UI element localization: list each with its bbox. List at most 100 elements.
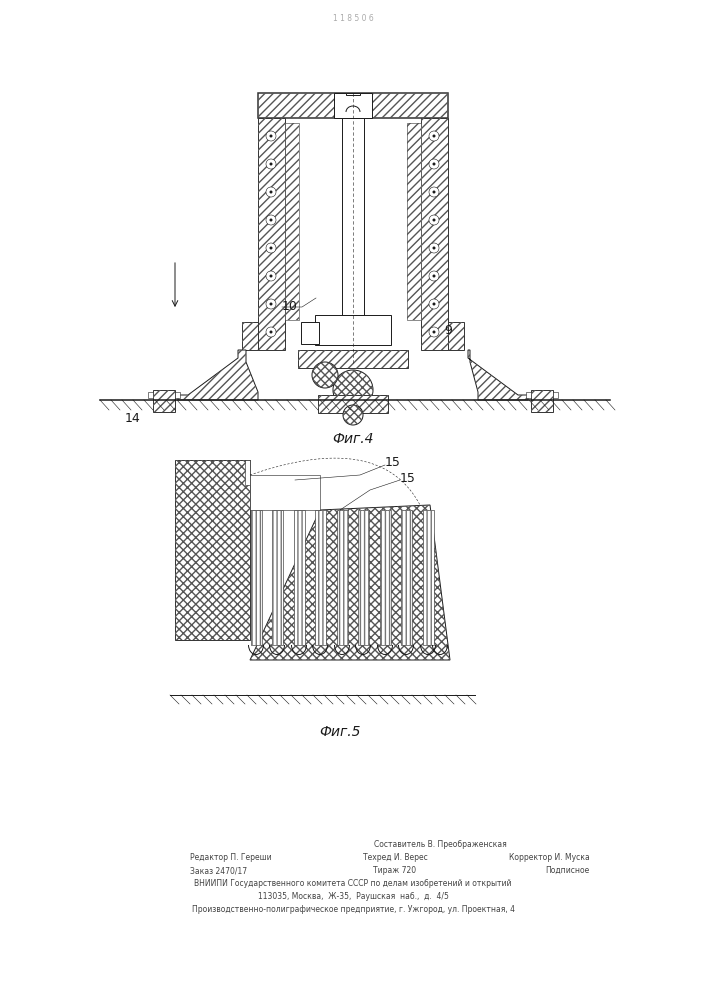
Text: 15: 15 [400, 472, 416, 485]
Bar [423, 510, 434, 645]
Bar [175, 392, 180, 398]
Text: 9: 9 [444, 324, 452, 336]
Bar [346, 93, 360, 95]
Circle shape [266, 131, 276, 141]
Text: 113035, Москва,  Ж-35,  Раушская  наб.,  д.  4/5: 113035, Москва, Ж-35, Раушская наб., д. … [257, 892, 448, 901]
Circle shape [266, 327, 276, 337]
Circle shape [269, 162, 272, 165]
Bar [448, 322, 464, 350]
Bar [250, 475, 320, 510]
Bar [315, 510, 326, 645]
Text: 10: 10 [282, 300, 298, 314]
Circle shape [333, 370, 373, 410]
Circle shape [269, 190, 272, 194]
Circle shape [266, 299, 276, 309]
Circle shape [343, 405, 363, 425]
Bar [258, 118, 285, 350]
Text: 15: 15 [385, 456, 401, 468]
Bar [401, 510, 412, 645]
Bar [242, 322, 258, 350]
Circle shape [266, 215, 276, 225]
Text: Техред И. Верес: Техред И. Верес [363, 853, 427, 862]
Bar [407, 123, 421, 320]
Text: Фиг.4: Фиг.4 [332, 432, 374, 446]
Circle shape [433, 246, 436, 249]
Circle shape [269, 274, 272, 277]
Bar [421, 118, 448, 350]
Circle shape [433, 134, 436, 137]
Bar [298, 350, 408, 368]
Text: 1 1 8 5 0 6: 1 1 8 5 0 6 [332, 14, 373, 23]
Bar [272, 510, 283, 645]
Circle shape [269, 134, 272, 137]
Bar [318, 395, 388, 413]
Text: ВНИИПИ Государственного комитета СССР по делам изобретений и открытий: ВНИИПИ Государственного комитета СССР по… [194, 879, 512, 888]
Text: Корректор И. Муска: Корректор И. Муска [509, 853, 590, 862]
Circle shape [269, 302, 272, 306]
Bar [334, 93, 372, 118]
Circle shape [269, 330, 272, 334]
Circle shape [433, 330, 436, 334]
Circle shape [266, 159, 276, 169]
Bar [245, 460, 250, 485]
Circle shape [269, 246, 272, 249]
Bar [531, 390, 553, 412]
Circle shape [433, 219, 436, 222]
Bar [272, 510, 283, 645]
Circle shape [429, 271, 439, 281]
Bar [553, 392, 558, 398]
Bar [294, 510, 305, 645]
Bar [298, 350, 408, 368]
Bar [401, 510, 412, 645]
Bar [175, 460, 250, 640]
Bar [526, 392, 531, 398]
Polygon shape [250, 505, 450, 660]
Bar [242, 322, 258, 350]
Circle shape [429, 299, 439, 309]
Circle shape [312, 362, 338, 388]
Bar [175, 460, 250, 640]
Text: Составитель В. Преображенская: Составитель В. Преображенская [373, 840, 506, 849]
Circle shape [266, 187, 276, 197]
Text: Редактор П. Гереши: Редактор П. Гереши [190, 853, 271, 862]
Bar [531, 390, 553, 412]
Circle shape [429, 215, 439, 225]
Bar [358, 510, 369, 645]
Circle shape [429, 131, 439, 141]
Circle shape [433, 162, 436, 165]
Bar [301, 322, 319, 344]
Bar [337, 510, 348, 645]
Text: Тираж 720: Тираж 720 [373, 866, 416, 875]
Text: Производственно-полиграфическое предприятие, г. Ужгород, ул. Проектная, 4: Производственно-полиграфическое предприя… [192, 905, 515, 914]
Bar [153, 390, 175, 412]
Bar [153, 390, 175, 412]
Bar [258, 118, 285, 350]
Circle shape [266, 243, 276, 253]
Bar [342, 118, 364, 315]
Polygon shape [178, 350, 258, 400]
Bar [258, 93, 448, 118]
Circle shape [429, 327, 439, 337]
Bar [380, 510, 391, 645]
Circle shape [266, 271, 276, 281]
Bar [285, 123, 299, 320]
Bar [251, 510, 262, 645]
Bar [318, 395, 388, 413]
Circle shape [269, 219, 272, 222]
Bar [285, 123, 299, 320]
Bar [315, 315, 391, 345]
Bar [251, 510, 262, 645]
Bar [315, 510, 326, 645]
Circle shape [433, 190, 436, 194]
Text: Подписное: Подписное [546, 866, 590, 875]
Text: Заказ 2470/17: Заказ 2470/17 [190, 866, 247, 875]
Bar [380, 510, 391, 645]
Bar [421, 118, 448, 350]
Bar [258, 93, 448, 118]
Circle shape [429, 187, 439, 197]
Polygon shape [468, 350, 528, 400]
Bar [337, 510, 348, 645]
Bar [148, 392, 153, 398]
Text: 14: 14 [125, 412, 141, 425]
Bar [448, 322, 464, 350]
